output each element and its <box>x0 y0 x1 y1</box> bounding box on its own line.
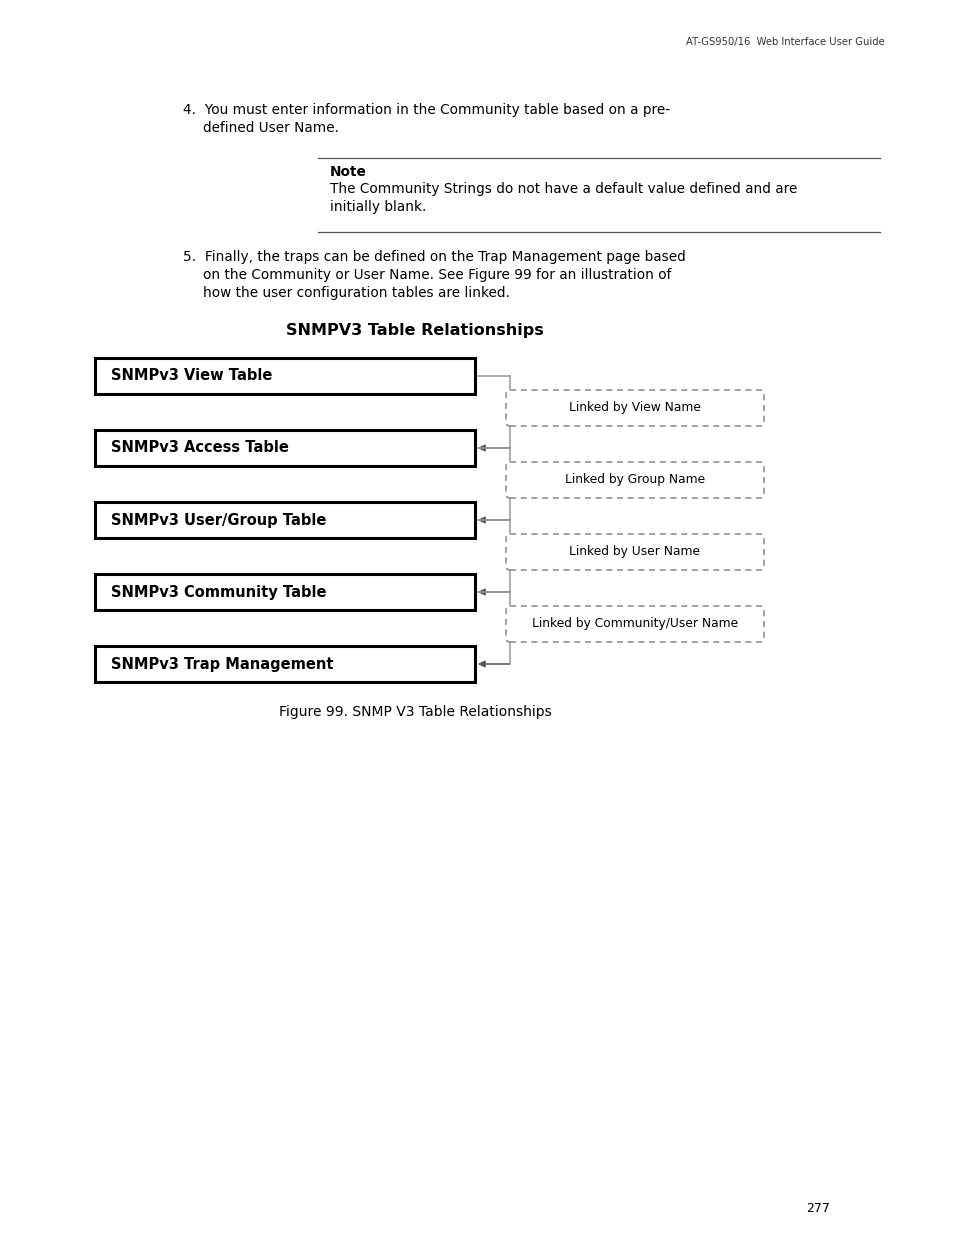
Bar <box>95 430 475 466</box>
Bar <box>95 501 475 538</box>
Text: defined User Name.: defined User Name. <box>203 121 338 135</box>
FancyBboxPatch shape <box>505 390 763 426</box>
Text: Linked by Group Name: Linked by Group Name <box>564 473 704 487</box>
Text: SNMPv3 Access Table: SNMPv3 Access Table <box>111 441 289 456</box>
Bar <box>95 574 475 610</box>
Text: SNMPv3 Community Table: SNMPv3 Community Table <box>111 584 326 599</box>
Text: 4.  You must enter information in the Community table based on a pre-: 4. You must enter information in the Com… <box>183 103 669 117</box>
Text: Note: Note <box>330 165 366 179</box>
FancyBboxPatch shape <box>505 606 763 642</box>
Text: Figure 99. SNMP V3 Table Relationships: Figure 99. SNMP V3 Table Relationships <box>278 705 551 719</box>
Text: The Community Strings do not have a default value defined and are: The Community Strings do not have a defa… <box>330 182 797 196</box>
Text: Linked by User Name: Linked by User Name <box>569 546 700 558</box>
Text: initially blank.: initially blank. <box>330 200 426 214</box>
Text: SNMPv3 Trap Management: SNMPv3 Trap Management <box>111 657 334 672</box>
Text: SNMPv3 View Table: SNMPv3 View Table <box>111 368 273 384</box>
Text: Linked by Community/User Name: Linked by Community/User Name <box>532 618 738 631</box>
Text: on the Community or User Name. See Figure 99 for an illustration of: on the Community or User Name. See Figur… <box>203 268 671 282</box>
Bar <box>95 646 475 682</box>
Bar <box>95 358 475 394</box>
FancyBboxPatch shape <box>505 534 763 571</box>
Text: Linked by View Name: Linked by View Name <box>569 401 700 415</box>
FancyBboxPatch shape <box>505 462 763 498</box>
Text: SNMPV3 Table Relationships: SNMPV3 Table Relationships <box>286 322 543 337</box>
Text: how the user configuration tables are linked.: how the user configuration tables are li… <box>203 287 509 300</box>
Text: AT-GS950/16  Web Interface User Guide: AT-GS950/16 Web Interface User Guide <box>685 37 884 47</box>
Text: SNMPv3 User/Group Table: SNMPv3 User/Group Table <box>111 513 326 527</box>
Text: 277: 277 <box>805 1202 829 1214</box>
Text: 5.  Finally, the traps can be defined on the Trap Management page based: 5. Finally, the traps can be defined on … <box>183 249 685 264</box>
